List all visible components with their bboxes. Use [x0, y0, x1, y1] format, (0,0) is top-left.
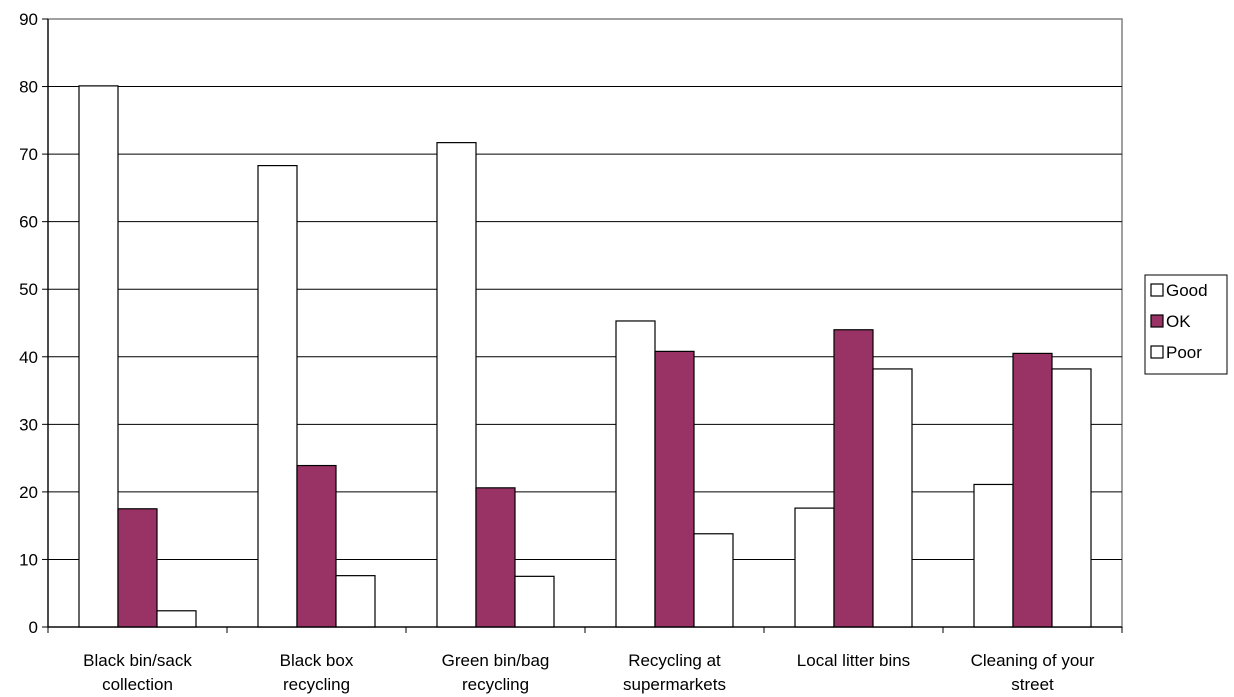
bar-good	[615, 320, 656, 628]
bar-poor	[156, 610, 197, 628]
x-category-label-line: Recycling at	[628, 651, 721, 670]
x-category-label: Cleaning of your street	[971, 651, 1095, 694]
gridlines	[47, 18, 1123, 628]
legend-label-good: Good	[1166, 281, 1208, 300]
legend-label-poor: Poor	[1166, 343, 1202, 362]
y-tick-label: 60	[19, 213, 38, 232]
bar-poor	[1051, 368, 1092, 628]
bar-good	[794, 507, 835, 628]
bar-ok	[296, 464, 337, 628]
x-category-label: Black box recycling	[280, 651, 354, 694]
x-category-label-line: Local litter bins	[797, 651, 910, 670]
axes: 0 10 20 30 40 50 60 70 80 90 Black bin/sack collect…	[19, 10, 1123, 694]
bar-poor	[514, 575, 555, 628]
y-tick-label: 40	[19, 348, 38, 367]
y-tick-label: 10	[19, 550, 38, 569]
bar-ok	[833, 329, 874, 628]
y-tick-label: 0	[29, 618, 38, 637]
x-category-label: Black bin/sack collection	[83, 651, 192, 694]
y-tick-label: 50	[19, 280, 38, 299]
bar-poor	[693, 533, 734, 628]
x-category-label-line: Green bin/bag	[442, 651, 550, 670]
bar-good	[257, 164, 298, 628]
x-category-label-line: Cleaning of your	[971, 651, 1095, 670]
x-category-label: Local litter bins	[797, 651, 910, 670]
bar-ok	[117, 508, 158, 628]
x-category-label-line: recycling	[462, 675, 529, 694]
y-tick-label: 70	[19, 145, 38, 164]
y-tick-label: 80	[19, 78, 38, 97]
bar-ok	[654, 350, 695, 628]
legend-swatch-poor	[1150, 345, 1164, 359]
x-category-label-line: collection	[102, 675, 173, 694]
bar-good	[973, 483, 1014, 628]
x-category-label-line: supermarkets	[623, 675, 726, 694]
legend: Good OK Poor	[1144, 274, 1228, 375]
plot-area-frame	[47, 18, 1123, 628]
y-tick-label: 20	[19, 483, 38, 502]
legend-swatch-good	[1150, 283, 1164, 297]
x-category-label-line: recycling	[283, 675, 350, 694]
bar-poor	[872, 368, 913, 628]
x-category-label: Green bin/bag recycling	[442, 651, 550, 694]
bars	[78, 85, 1092, 628]
x-category-label-line: Black box	[280, 651, 354, 670]
bar-good	[436, 142, 477, 628]
x-category-label-line: street	[1011, 675, 1054, 694]
bar-ok	[475, 487, 516, 628]
legend-swatch-ok	[1150, 314, 1164, 328]
x-category-label-line: Black bin/sack	[83, 651, 192, 670]
x-category-label: Recycling at supermarkets	[623, 651, 726, 694]
bar-ok	[1012, 352, 1053, 628]
bar-good	[78, 85, 119, 628]
y-tick-label: 90	[19, 10, 38, 29]
legend-label-ok: OK	[1166, 312, 1191, 331]
bar-poor	[335, 575, 376, 628]
y-tick-label: 30	[19, 415, 38, 434]
